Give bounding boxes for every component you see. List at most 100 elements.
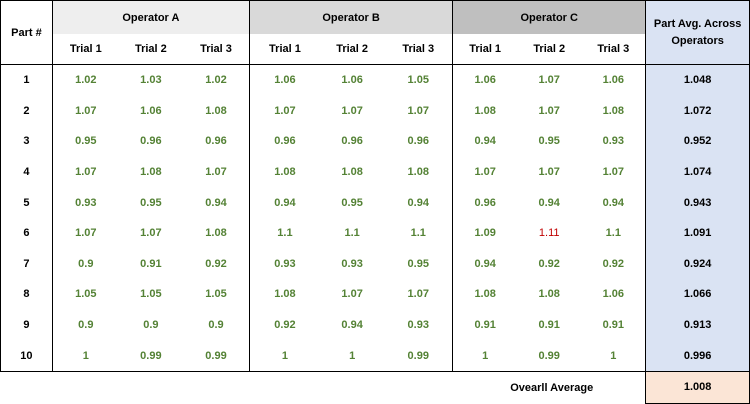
table-row: 10 1 0.99 0.99 1 1 0.99 1 0.99 1 0.996: [0, 340, 750, 372]
part-average-cell: 0.943: [645, 187, 750, 218]
measurement-cell: 1.08: [452, 95, 518, 127]
measurement-cell: 0.96: [248, 126, 320, 157]
measurement-cell: 0.93: [341, 257, 363, 270]
measurement-cell: 0.93: [602, 135, 624, 148]
measurement-cell: 1.07: [51, 95, 119, 127]
measurement-cell: 0.99: [118, 340, 184, 372]
measurement-cell: 1.06: [140, 104, 162, 117]
measurement-cell: 0.96: [452, 187, 518, 218]
table-row: 1 1.02 1.03 1.02 1.06 1.06 1.05 1.06 1.07 1.06 1.0…: [0, 63, 750, 96]
part-number-cell: 2: [0, 95, 53, 127]
trial-header: Trial 2: [533, 43, 566, 55]
measurement-cell: 1.02: [183, 63, 250, 96]
measurement-cell: 1.07: [140, 227, 162, 240]
part-average-cell: 1.074: [645, 156, 750, 188]
overall-average-value: 1.008: [645, 371, 750, 404]
measurement-cell: 1.11: [538, 227, 560, 240]
measurement-cell: 0.9: [51, 309, 119, 341]
measurement-cell: 1.08: [205, 104, 227, 117]
measurement-cell: 0.94: [341, 319, 363, 332]
measurement-cell: 0.94: [407, 196, 429, 209]
measurement-cell: 1.07: [452, 156, 518, 188]
measurement-cell: 1.05: [140, 288, 162, 301]
measurement-cell: 0.96: [140, 135, 162, 148]
part-number-cell: 10: [0, 340, 53, 372]
measurement-cell: 1.08: [248, 156, 320, 188]
measurement-cell: 0.95: [538, 135, 560, 148]
part-average-cell: 0.924: [645, 248, 750, 280]
measurement-cell: 0.9: [143, 319, 159, 332]
measurement-cell: 0.94: [452, 126, 518, 157]
part-average-cell: 1.048: [645, 63, 750, 96]
part-number-cell: 6: [0, 217, 53, 249]
table-row: 4 1.07 1.08 1.07 1.08 1.08 1.08 1.07 1.07 1.07 1.0…: [0, 156, 750, 188]
measurement-cell: 1.07: [407, 288, 429, 301]
measurement-cell: 1.08: [140, 166, 162, 179]
measurement-cell: 0.96: [341, 135, 363, 148]
measurement-cell: 1.1: [248, 217, 320, 249]
measurement-cell: 0.91: [538, 319, 560, 332]
trial-header: Trial 2: [134, 43, 167, 55]
measurement-cell: 1: [319, 340, 385, 372]
measurement-cell: 0.92: [248, 309, 320, 341]
measurement-cell: 1.1: [605, 227, 621, 240]
measurement-cell: 1.07: [538, 104, 560, 117]
measurement-cell: 0.96: [407, 135, 429, 148]
measurement-cell: 1.02: [51, 63, 119, 96]
measurement-cell: 1.08: [452, 279, 518, 310]
measurement-cell: 1.1: [344, 227, 360, 240]
measurement-cell: 1: [452, 340, 518, 372]
measurement-cell: 0.99: [517, 340, 582, 372]
measurement-cell: 1.05: [205, 288, 227, 301]
trial-header: Trial 2: [336, 43, 369, 55]
measurement-cell: 1.07: [407, 104, 429, 117]
trial-header: Trial 3: [597, 43, 630, 55]
operator-c-header: Operator C: [452, 0, 646, 34]
table-row: 7 0.9 0.91 0.92 0.93 0.93 0.95 0.94 0.92 0.92 0.92…: [0, 248, 750, 280]
trial-header: Trial 1: [51, 34, 119, 65]
measurement-cell: 1: [51, 340, 119, 372]
measurement-cell: 0.91: [452, 309, 518, 341]
measurement-cell: 0.95: [51, 126, 119, 157]
measurement-cell: 1.07: [205, 166, 227, 179]
measurement-cell: 1.08: [602, 104, 624, 117]
measurement-cell: 1.07: [602, 166, 624, 179]
measurement-cell: 0.9: [51, 248, 119, 280]
measurement-cell: 0.91: [602, 319, 624, 332]
measurement-cell: 1.08: [407, 166, 429, 179]
trial-header: Trial 3: [402, 43, 435, 55]
part-number-cell: 9: [0, 309, 53, 341]
part-number-cell: 3: [0, 126, 53, 157]
measurement-cell: 1.07: [341, 288, 363, 301]
measurement-cell: 1.07: [517, 63, 582, 96]
measurement-cell: 1: [581, 340, 646, 372]
part-number-cell: 7: [0, 248, 53, 280]
measurement-cell: 1.05: [51, 279, 119, 310]
measurement-cell: 0.95: [407, 257, 429, 270]
measurement-cell: 0.92: [205, 257, 227, 270]
measurement-cell: 1.06: [452, 63, 518, 96]
measurement-cell: 0.92: [602, 257, 624, 270]
measurement-cell: 1.05: [384, 63, 453, 96]
part-average-cell: 1.091: [645, 217, 750, 249]
table-row: 9 0.9 0.9 0.9 0.92 0.94 0.93 0.91 0.91 0.91 0.913: [0, 309, 750, 341]
measurement-cell: 1.06: [248, 63, 320, 96]
measurement-cell: 1.07: [538, 166, 560, 179]
table-row: 2 1.07 1.06 1.08 1.07 1.07 1.07 1.08 1.07 1.08 1.0…: [0, 95, 750, 127]
part-number-cell: 8: [0, 279, 53, 310]
part-average-cell: 0.952: [645, 126, 750, 157]
measurement-cell: 0.99: [183, 340, 250, 372]
part-average-cell: 1.066: [645, 279, 750, 310]
table-row: 8 1.05 1.05 1.05 1.08 1.07 1.07 1.08 1.08 1.06 1.0…: [0, 279, 750, 310]
measurement-cell: 0.95: [341, 196, 363, 209]
part-number-header: Part #: [0, 0, 53, 65]
measurement-cell: 0.93: [248, 248, 320, 280]
measurement-cell: 0.96: [205, 135, 227, 148]
measurement-cell: 1.08: [205, 227, 227, 240]
part-number-cell: 4: [0, 156, 53, 188]
measurement-cell: 1: [248, 340, 320, 372]
part-average-cell: 0.996: [645, 340, 750, 372]
table-row: 6 1.07 1.07 1.08 1.1 1.1 1.1 1.09 1.11 1.1 1.091: [0, 217, 750, 249]
measurement-cell: 1.07: [51, 217, 119, 249]
